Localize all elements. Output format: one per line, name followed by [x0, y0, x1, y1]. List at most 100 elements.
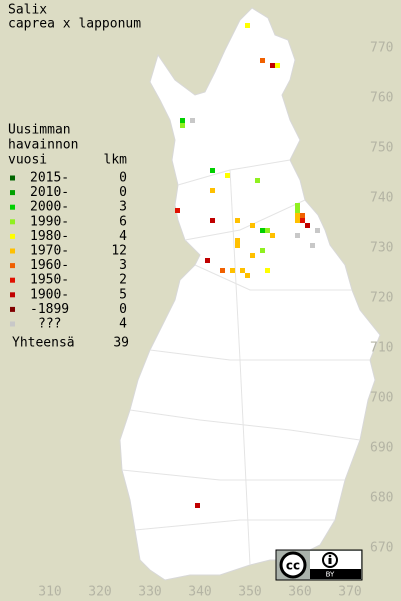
- legend-count: 4: [119, 317, 127, 332]
- observation: [305, 223, 310, 228]
- legend-swatch: [10, 233, 15, 239]
- observation: [270, 233, 275, 238]
- observation: [315, 228, 320, 233]
- legend-label: -1899: [30, 302, 69, 317]
- legend-count: 4: [119, 229, 127, 244]
- y-tick-label: 720: [370, 291, 393, 306]
- legend-count: 3: [119, 200, 127, 215]
- legend-header: havainnon: [8, 138, 78, 153]
- legend-swatch: [10, 292, 15, 298]
- observation: [275, 63, 280, 68]
- legend-swatch: [10, 306, 15, 312]
- legend-count: 12: [111, 244, 127, 259]
- y-tick-label: 700: [370, 391, 393, 406]
- observation: [235, 218, 240, 223]
- observation: [250, 223, 255, 228]
- legend-swatch: [10, 248, 15, 254]
- x-tick-label: 310: [38, 585, 61, 600]
- subtitle: caprea x lapponum: [8, 17, 141, 32]
- legend-swatch: [10, 190, 15, 196]
- observation: [295, 233, 300, 238]
- observation: [250, 253, 255, 258]
- observation: [260, 248, 265, 253]
- observation: [245, 23, 250, 28]
- legend-swatch: [10, 175, 15, 181]
- legend-swatch: [10, 263, 15, 269]
- y-tick-label: 740: [370, 191, 393, 206]
- observation: [205, 258, 210, 263]
- observation: [295, 203, 300, 208]
- y-tick-label: 750: [370, 141, 393, 156]
- observation: [245, 273, 250, 278]
- observation: [210, 218, 215, 223]
- observation: [190, 118, 195, 123]
- legend-swatch: [10, 219, 15, 225]
- legend-label: 1980-: [30, 229, 69, 244]
- observation: [270, 63, 275, 68]
- x-tick-label: 340: [188, 585, 211, 600]
- observation: [195, 503, 200, 508]
- legend-label: 1990-: [30, 214, 69, 229]
- legend-count-header: lkm: [104, 153, 128, 168]
- legend-label: 2015-: [30, 171, 69, 186]
- observation: [300, 218, 305, 223]
- observation: [300, 213, 305, 218]
- observation: [175, 208, 180, 213]
- observation: [240, 268, 245, 273]
- y-tick-label: 690: [370, 441, 393, 456]
- legend-count: 0: [119, 302, 127, 317]
- legend-swatch: [10, 277, 15, 283]
- legend-count: 0: [119, 185, 127, 200]
- license-badge: cc BY: [275, 549, 363, 581]
- x-tick-label: 350: [238, 585, 261, 600]
- badge-cc: cc: [286, 559, 300, 573]
- legend-label: 1950-: [30, 273, 69, 288]
- region-borders: [121, 159, 370, 566]
- observation: [265, 268, 270, 273]
- legend-header: vuosi: [8, 153, 47, 168]
- observation: [210, 188, 215, 193]
- legend-count: 3: [119, 258, 127, 273]
- legend-total: 39: [113, 336, 129, 351]
- observation: [255, 178, 260, 183]
- title: Salix: [8, 3, 47, 18]
- legend-count: 6: [119, 214, 127, 229]
- legend-label: 2010-: [30, 185, 69, 200]
- observation: [260, 228, 265, 233]
- x-tick-label: 370: [338, 585, 361, 600]
- y-tick-label: 670: [370, 541, 393, 556]
- observation: [235, 243, 240, 248]
- observation: [260, 58, 265, 63]
- legend-swatch: [10, 204, 15, 210]
- x-tick-label: 320: [88, 585, 111, 600]
- observation: [180, 118, 185, 123]
- observation: [265, 228, 270, 233]
- observation: [220, 268, 225, 273]
- x-tick-label: 330: [138, 585, 161, 600]
- legend-total-label: Yhteensä: [12, 336, 75, 351]
- observation: [310, 243, 315, 248]
- observation: [180, 123, 185, 128]
- x-tick-label: 360: [288, 585, 311, 600]
- legend-count: 0: [119, 171, 127, 186]
- legend-swatch: [10, 321, 15, 327]
- observation: [295, 208, 300, 213]
- badge-by: BY: [326, 571, 335, 579]
- legend-count: 2: [119, 273, 127, 288]
- y-tick-label: 680: [370, 491, 393, 506]
- legend-label: ???: [38, 317, 61, 332]
- observation: [235, 238, 240, 243]
- observation: [210, 168, 215, 173]
- y-tick-label: 730: [370, 241, 393, 256]
- legend-header: Uusimman: [8, 123, 71, 138]
- y-tick-label: 710: [370, 341, 393, 356]
- legend-label: 2000-: [30, 200, 69, 215]
- y-tick-label: 770: [370, 41, 393, 56]
- legend-count: 5: [119, 287, 127, 302]
- observation: [230, 268, 235, 273]
- observation: [225, 173, 230, 178]
- legend-label: 1900-: [30, 287, 69, 302]
- y-tick-label: 760: [370, 91, 393, 106]
- observation: [295, 213, 300, 218]
